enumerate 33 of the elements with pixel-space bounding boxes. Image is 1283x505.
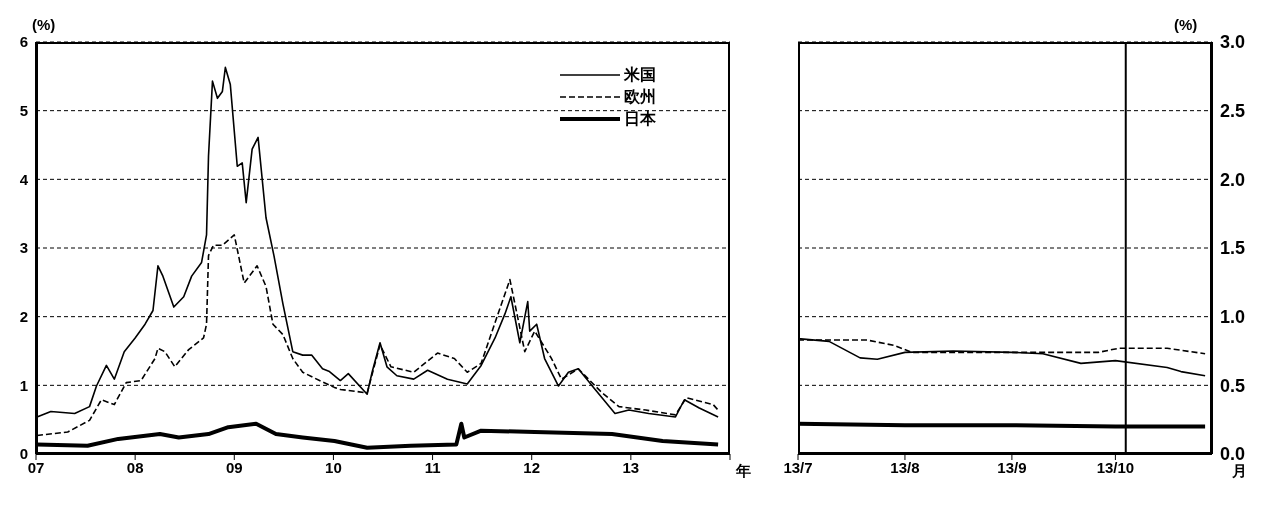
y-tick-label: 1.5 <box>1220 238 1246 259</box>
y-tick-label: 3.0 <box>1220 32 1246 53</box>
x-tick-label: 12 <box>523 458 541 476</box>
line-series <box>36 421 721 450</box>
y-axis-title: (%) <box>1174 16 1198 33</box>
legend-label: 米国 <box>624 64 656 85</box>
y-tick-label: 0.0 <box>1220 444 1246 465</box>
x-axis-title: 年 <box>736 462 751 481</box>
y-tick-label: 3 <box>19 239 28 257</box>
x-tick-label: 13/8 <box>890 458 920 476</box>
x-tick-label: 10 <box>325 458 342 476</box>
x-tick-label: 08 <box>126 458 144 476</box>
y-tick-label: 0.5 <box>1220 375 1246 396</box>
y-tick-label: 1.0 <box>1220 307 1246 328</box>
y-tick-label: 4 <box>19 170 29 188</box>
x-tick-label: 13/7 <box>783 458 813 476</box>
x-tick-label: 09 <box>225 458 243 476</box>
legend-label: 日本 <box>624 108 656 129</box>
y-tick-label: 2 <box>19 307 28 325</box>
y-tick-label: 0 <box>19 445 28 463</box>
y-tick-label: 2.0 <box>1220 169 1246 190</box>
x-axis-title: 月 <box>1232 462 1247 481</box>
legend-label: 欧州 <box>624 86 656 107</box>
y-tick-label: 1 <box>19 376 28 394</box>
x-tick-label: 13/10 <box>1096 458 1135 476</box>
y-tick-label: 6 <box>19 33 28 51</box>
y-tick-label: 2.5 <box>1220 101 1246 122</box>
x-tick-label: 13 <box>622 458 640 476</box>
y-tick-label: 5 <box>19 101 28 119</box>
x-tick-label: 07 <box>27 458 45 476</box>
x-tick-label: 13/9 <box>997 458 1027 476</box>
y-axis-title: (%) <box>32 16 56 33</box>
x-tick-label: 11 <box>424 458 441 476</box>
